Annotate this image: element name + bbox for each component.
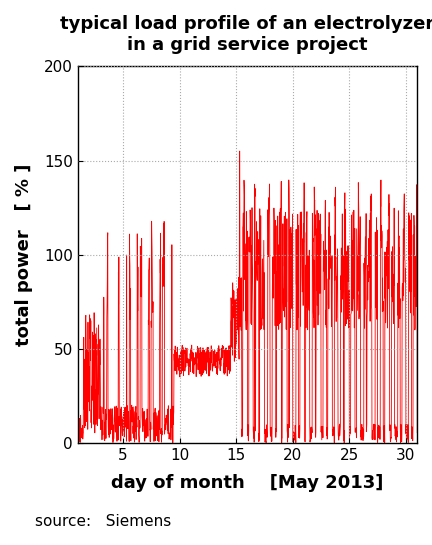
Title: typical load profile of an electrolyzer
in a grid service project: typical load profile of an electrolyzer … (60, 15, 432, 54)
Y-axis label: total power   [ % ]: total power [ % ] (15, 164, 33, 346)
Text: source:   Siemens: source: Siemens (35, 513, 171, 529)
X-axis label: day of month    [May 2013]: day of month [May 2013] (111, 474, 384, 492)
